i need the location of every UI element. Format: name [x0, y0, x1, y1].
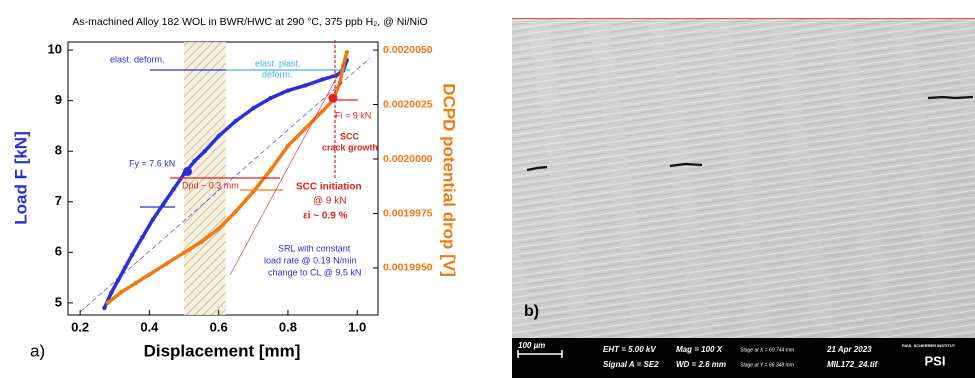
data-point: [320, 108, 325, 114]
x-tick-label: 0.6: [210, 319, 228, 334]
data-point: [102, 305, 107, 311]
annotation: elast. deform.: [110, 54, 165, 64]
y2-tick-label: 0.0020025: [383, 98, 433, 110]
data-point: [192, 159, 197, 164]
panel-label: b): [524, 303, 539, 320]
data-point: [285, 88, 291, 93]
y-label: Load F [kN]: [11, 131, 30, 225]
y2-label: DCPD potential drop [V]: [440, 83, 459, 277]
x-tick-label: 0.4: [140, 319, 159, 334]
data-point: [202, 149, 208, 154]
data-point: [109, 290, 114, 295]
annotation: @ 9 kN: [313, 196, 347, 207]
institute: PAUL SCHERRER INSTITUT: [902, 343, 956, 348]
annotation: SCC: [340, 131, 360, 141]
data-point: [140, 234, 145, 240]
data-point: [150, 217, 156, 222]
data-point: [320, 77, 325, 82]
y-tick-label: 10: [48, 42, 62, 57]
panel-label: a): [30, 341, 45, 360]
micrograph-texture: [512, 18, 975, 338]
info: Stage at X = 69.744 mm: [740, 347, 794, 353]
data-point: [181, 250, 187, 255]
y2-tick-label: 0.0020000: [383, 153, 433, 165]
chart-title: As-machined Alloy 182 WOL in BWR/HWC at …: [72, 16, 427, 28]
data-point: [147, 272, 152, 277]
annotation: load rate @ 0.19 N/min: [264, 255, 357, 265]
annotation: Fy = 7.6 kN: [129, 158, 175, 168]
marker: [182, 166, 192, 176]
annotation: Dpd ~ 0.3 mm: [182, 180, 239, 190]
annotation: Fi = 9 kN: [335, 110, 371, 120]
data-point: [251, 106, 256, 111]
data-point: [129, 252, 135, 258]
y2-tick-label: 0.0020050: [383, 44, 433, 56]
y-tick-label: 7: [55, 193, 62, 208]
series-line: [102, 59, 349, 309]
data-point: [105, 300, 111, 305]
x-tick-label: 0.8: [279, 319, 297, 334]
y-tick-label: 9: [55, 92, 62, 107]
x-tick-label: 0.2: [71, 319, 89, 334]
data-point: [116, 277, 121, 283]
data-point: [216, 226, 221, 231]
arrows: [79, 40, 371, 313]
data-point: [171, 186, 176, 192]
cracks: [526, 95, 974, 172]
data-point: [285, 143, 291, 149]
data-point: [268, 167, 273, 173]
data-point: [233, 209, 239, 214]
annotation: deform.: [262, 69, 293, 79]
scale-label: 100 µm: [518, 341, 545, 350]
data-point: [122, 265, 128, 270]
annotation: elast. plast.: [255, 58, 301, 68]
data-point: [233, 118, 239, 124]
x-tick-label: 1.0: [348, 319, 366, 334]
annotation: change to CL @ 9.5 kN: [268, 267, 361, 277]
info: Signal A = SE2: [603, 360, 659, 369]
data-point: [268, 95, 273, 101]
scale-bar: [517, 350, 563, 358]
info: Mag = 100 X: [676, 345, 723, 354]
y2-tick-label: 0.0019950: [383, 262, 433, 274]
x-label: Displacement [mm]: [144, 341, 301, 360]
y2-tick-label: 0.0019975: [383, 207, 433, 219]
annotation: crack growth: [322, 142, 378, 152]
info: MIL172_24.tif: [827, 360, 879, 369]
y-tick-label: 5: [55, 294, 62, 309]
data-point: [344, 50, 350, 55]
info: Stage at Y = 66.348 mm: [740, 362, 794, 368]
annotation: SCC initiation: [296, 182, 362, 193]
info: 21 Apr 2023: [826, 345, 872, 354]
data-point: [303, 83, 308, 88]
data-point: [199, 239, 204, 244]
annotation: εi ~ 0.9 %: [303, 211, 348, 222]
data-point: [133, 280, 138, 286]
data-point: [161, 202, 166, 207]
y-tick-label: 8: [55, 143, 62, 158]
data-point: [303, 126, 308, 131]
data-point: [164, 261, 169, 266]
logo: PSI: [925, 353, 946, 368]
annotation: SRL with constant: [278, 243, 351, 253]
data-point: [119, 289, 124, 295]
data-point: [216, 133, 221, 139]
info: EHT = 5.00 kV: [603, 345, 656, 354]
y-tick-label: 6: [55, 244, 62, 259]
marker: [328, 93, 338, 103]
info-bar: [512, 338, 975, 378]
info: WD = 2.6 mm: [676, 360, 726, 369]
data-point: [337, 80, 343, 85]
